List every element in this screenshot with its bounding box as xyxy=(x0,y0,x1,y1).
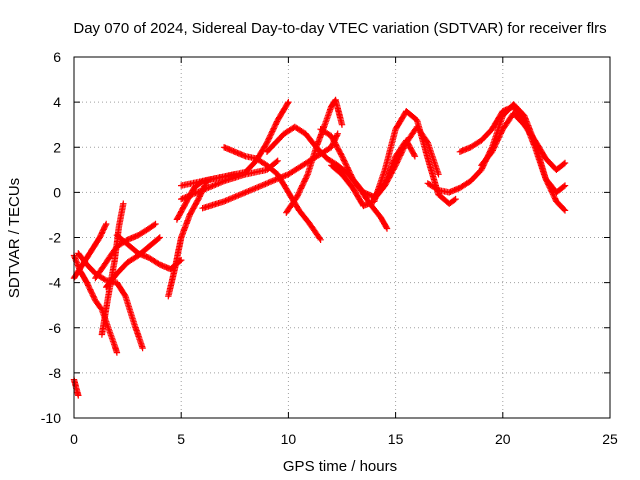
y-tick-label: 0 xyxy=(53,184,61,200)
y-tick-label: 2 xyxy=(53,139,61,155)
series-sat-s xyxy=(371,123,442,203)
data-point-markers xyxy=(478,110,569,173)
series-sat-b xyxy=(70,376,82,399)
data-point-markers xyxy=(70,220,110,282)
y-tick-label: 4 xyxy=(53,94,61,110)
x-tick-label: 15 xyxy=(388,431,404,447)
x-tick-labels: 0 5 10 15 20 25 xyxy=(70,431,618,447)
y-tick-label: -4 xyxy=(49,275,62,291)
y-tick-label: -2 xyxy=(49,230,62,246)
x-tick-label: 5 xyxy=(177,431,185,447)
data-point-markers xyxy=(283,96,346,216)
x-tick-label: 25 xyxy=(602,431,618,447)
axis-ticks xyxy=(73,56,611,419)
chart-title: Day 070 of 2024, Sidereal Day-to-day VTE… xyxy=(73,20,606,37)
x-tick-label: 20 xyxy=(495,431,511,447)
data-point-markers xyxy=(371,123,442,203)
data-point-markers xyxy=(70,376,82,399)
x-tick-label: 0 xyxy=(70,431,78,447)
series-sat-v xyxy=(478,110,569,173)
y-tick-labels: -10 -8 -6 -4 -2 0 2 4 6 xyxy=(41,49,61,426)
y-tick-label: 6 xyxy=(53,49,61,65)
y-tick-label: -10 xyxy=(41,410,61,426)
x-tick-label: 10 xyxy=(281,431,297,447)
y-tick-label: -6 xyxy=(49,320,62,336)
data-marks xyxy=(70,96,569,399)
y-tick-label: -8 xyxy=(49,365,62,381)
series-sat-p xyxy=(283,96,346,216)
grid xyxy=(74,57,610,418)
series-sat-c xyxy=(70,220,110,282)
x-axis-label: GPS time / hours xyxy=(283,458,397,475)
y-axis-label: SDTVAR / TECUs xyxy=(6,178,23,298)
